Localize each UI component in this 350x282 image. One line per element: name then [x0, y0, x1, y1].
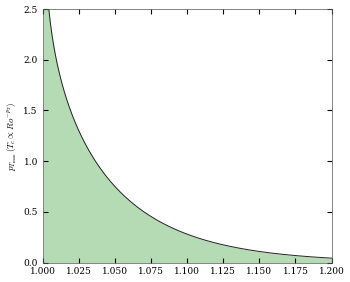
Y-axis label: $p_{T_{\max}}\,(T_c \propto Ro^{-p_T})$: $p_{T_{\max}}\,(T_c \propto Ro^{-p_T})$	[6, 101, 19, 171]
